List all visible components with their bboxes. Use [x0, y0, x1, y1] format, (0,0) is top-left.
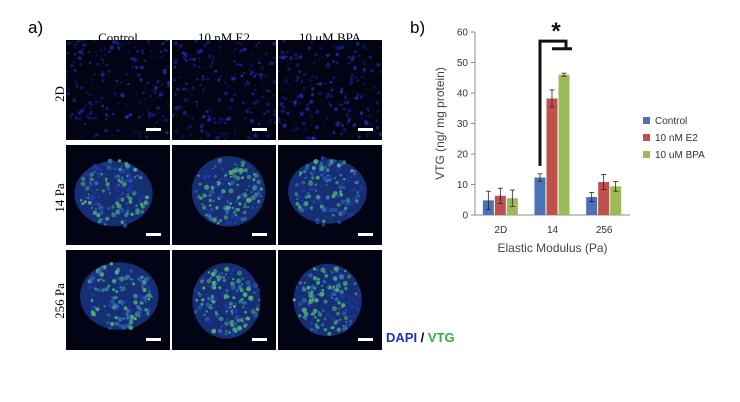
y-tick-label: 30	[457, 119, 469, 130]
bar	[494, 195, 506, 215]
stain-separator: /	[417, 330, 428, 345]
x-axis-title: Elastic Modulus (Pa)	[497, 241, 607, 255]
y-tick-label: 40	[457, 89, 469, 100]
y-tick-label: 20	[457, 150, 469, 161]
bar	[546, 98, 558, 215]
scale-bar	[146, 338, 161, 341]
y-tick-label: 50	[457, 58, 469, 69]
y-tick-label: 0	[462, 211, 468, 222]
stain-vtg-label: VTG	[427, 330, 455, 345]
scale-bar	[252, 338, 267, 341]
scale-bar	[358, 128, 373, 131]
scale-bar	[252, 233, 267, 236]
bar	[534, 177, 546, 215]
micrograph-tile	[278, 40, 382, 140]
vtg-bar-chart: 0 10 20 30 40 50 60 2D 14 256 * Elastic Modulus (Pa…	[433, 20, 705, 255]
micrograph-tile	[172, 250, 276, 350]
bar	[586, 197, 598, 215]
bar	[558, 74, 570, 215]
stain-dapi-label: DAPI	[386, 330, 418, 345]
micrograph-tile	[278, 250, 382, 350]
stain-legend: DAPI / VTG	[386, 330, 455, 345]
scale-bar	[146, 233, 161, 236]
micrograph-tile	[66, 145, 170, 245]
legend-label: 10 nM E2	[655, 133, 698, 144]
panel-label-b: b)	[410, 18, 426, 37]
scale-bar	[146, 128, 161, 131]
y-axis-title: VTG (ng/ mg protein)	[433, 67, 447, 180]
legend-swatch	[643, 151, 650, 158]
panel-label-a: a)	[28, 18, 44, 37]
x-tick-label: 256	[596, 225, 613, 236]
legend-swatch	[643, 117, 650, 124]
bar	[598, 182, 610, 215]
scale-bar	[358, 338, 373, 341]
scale-bar	[358, 233, 373, 236]
micrograph-tile	[172, 40, 276, 140]
x-tick-label: 2D	[494, 225, 507, 236]
micrograph-tile	[66, 250, 170, 350]
scale-bar	[252, 128, 267, 131]
legend-label: Control	[655, 116, 687, 127]
y-tick-label: 10	[457, 180, 469, 191]
significance-bracket	[538, 39, 568, 166]
micrograph-tile	[66, 40, 170, 140]
significance-asterisk: *	[551, 20, 561, 45]
x-tick-label: 14	[547, 225, 559, 236]
micrograph-tile	[172, 145, 276, 245]
y-tick-label: 60	[457, 28, 469, 39]
legend-swatch	[643, 134, 650, 141]
micrograph-tile	[278, 145, 382, 245]
bar	[610, 186, 622, 215]
legend-label: 10 uM BPA	[655, 150, 705, 161]
